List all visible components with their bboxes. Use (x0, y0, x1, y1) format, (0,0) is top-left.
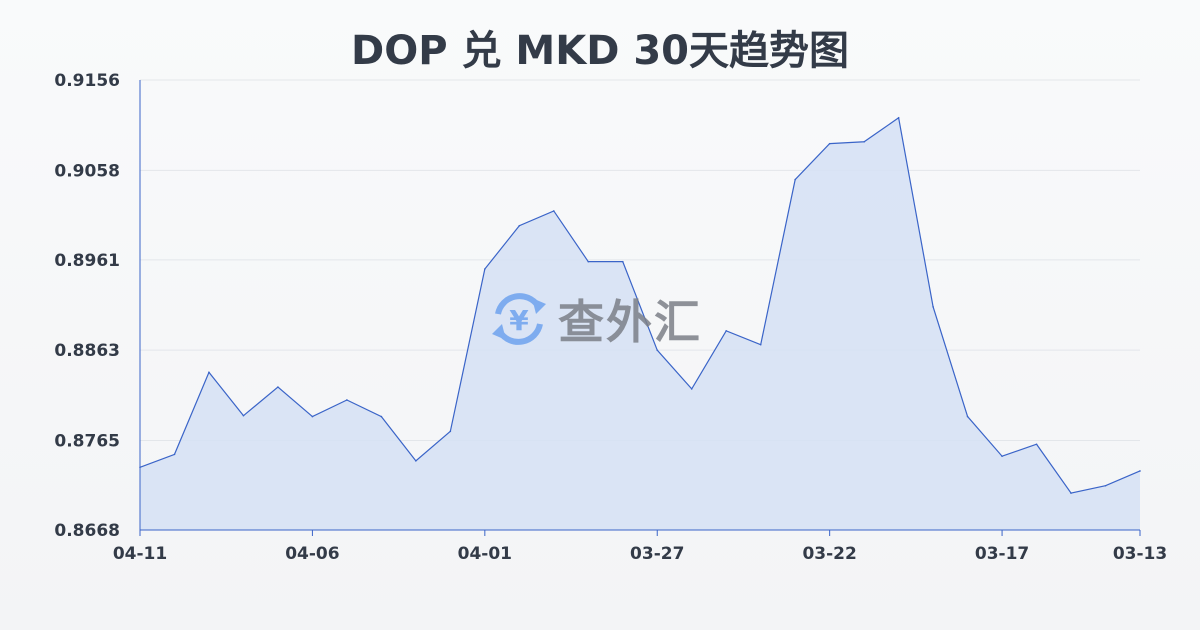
data-point (277, 386, 279, 388)
data-point (794, 178, 796, 181)
x-tick-label: 03-22 (802, 544, 856, 564)
data-point (725, 330, 728, 332)
x-tick-label: 04-01 (458, 544, 512, 564)
data-point (139, 466, 141, 469)
data-point (242, 414, 245, 417)
y-tick-label: 0.8863 (54, 341, 120, 361)
data-point (828, 142, 831, 145)
x-tick-label: 03-27 (630, 544, 684, 564)
x-tick-label: 03-17 (975, 544, 1029, 564)
data-point (311, 415, 314, 418)
y-tick-label: 0.8765 (54, 432, 120, 452)
data-point (484, 268, 486, 270)
data-point (518, 224, 521, 227)
y-tick-label: 0.9156 (54, 71, 120, 91)
watermark-text: 查外汇 (558, 295, 702, 349)
data-point (656, 349, 659, 351)
data-point (621, 260, 624, 263)
data-point (1035, 443, 1038, 446)
data-point (897, 117, 900, 119)
data-point (1001, 455, 1003, 458)
data-point (1070, 492, 1072, 494)
data-point (415, 460, 417, 462)
data-point (932, 306, 934, 308)
series-line (139, 116, 1141, 494)
y-tick-label: 0.8961 (54, 251, 120, 271)
data-point (449, 430, 452, 433)
yen-exchange-icon: ¥ (492, 293, 546, 345)
x-tick-label: 03-13 (1113, 544, 1167, 564)
data-point (759, 343, 762, 346)
data-point (173, 453, 176, 456)
svg-text:¥: ¥ (509, 304, 529, 337)
watermark: ¥ 查外汇 (488, 286, 702, 352)
y-tick-label: 0.9058 (54, 161, 120, 181)
data-point (863, 140, 865, 143)
data-point (208, 371, 210, 374)
data-point (690, 388, 693, 390)
area-fill (140, 117, 1140, 531)
x-tick-label: 04-06 (285, 544, 339, 564)
data-point (966, 415, 969, 418)
data-point (1104, 484, 1107, 487)
x-tick-label: 04-11 (113, 544, 167, 564)
chart-title: DOP 兑 MKD 30天趋势图 (351, 28, 849, 74)
data-point (380, 415, 383, 418)
data-point (587, 260, 590, 263)
y-tick-label: 0.8668 (54, 521, 120, 541)
data-point (552, 210, 555, 212)
data-point (1139, 470, 1141, 472)
data-point (346, 399, 348, 401)
